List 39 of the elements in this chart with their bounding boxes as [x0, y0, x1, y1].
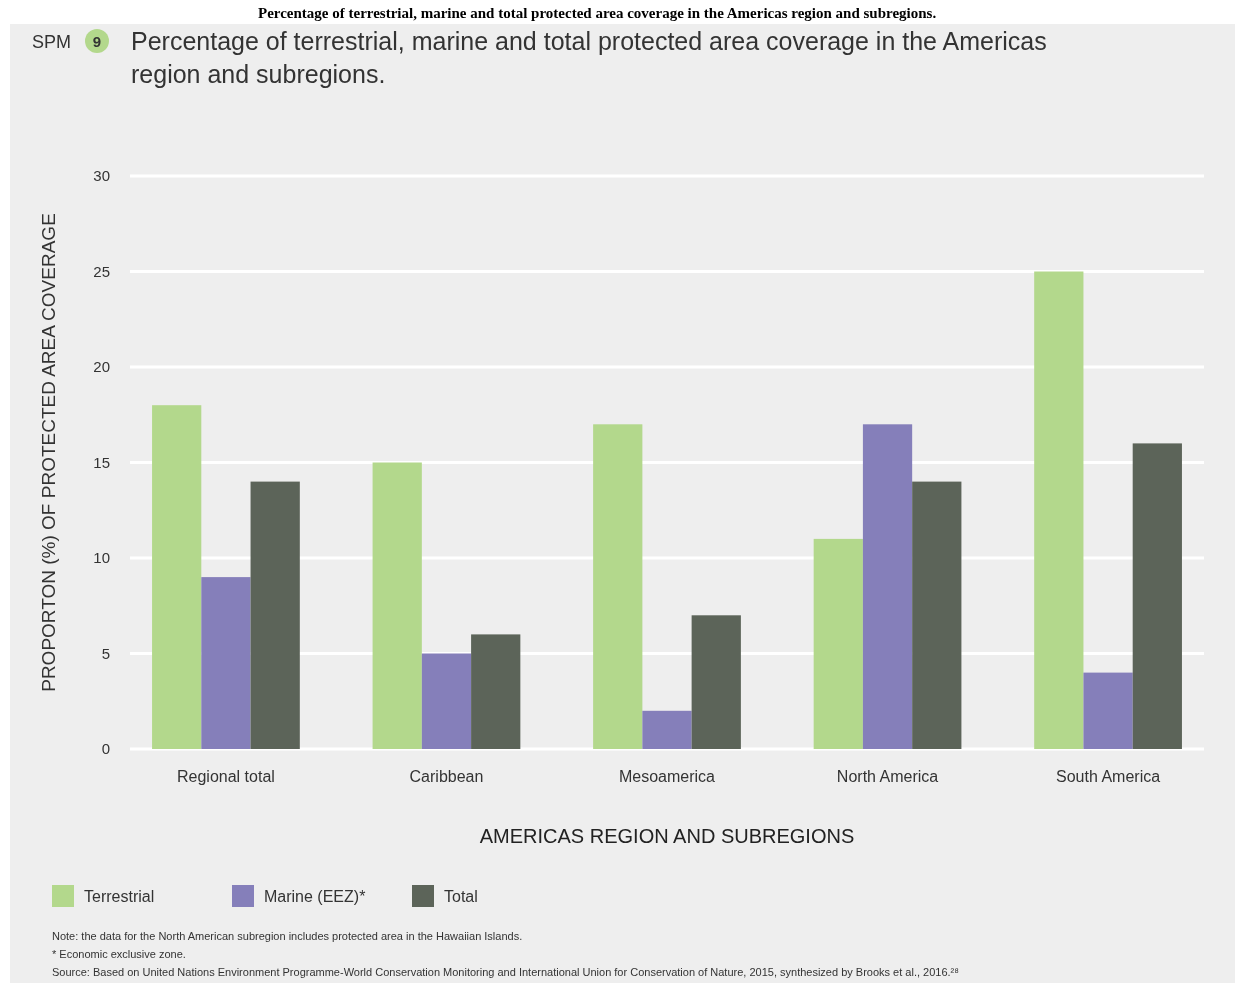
x-tick-label: South America — [1056, 768, 1161, 785]
y-axis-title: PROPORTON (%) OF PROTECTED AREA COVERAGE — [38, 213, 59, 692]
bar — [152, 405, 202, 749]
bar — [1034, 271, 1084, 749]
y-tick-label: 0 — [101, 740, 110, 758]
bar — [372, 462, 422, 749]
text: Percentage of terrestrial, marine and total protected area coverage in the Americas region and subregions. — [258, 5, 937, 21]
y-tick-label: 15 — [93, 453, 110, 471]
x-axis-title: AMERICAS REGION AND SUBREGIONS — [479, 825, 855, 847]
legend-label: Total — [444, 888, 478, 905]
y-tick-label: 5 — [101, 644, 110, 662]
y-tick-label: 25 — [93, 262, 110, 280]
x-tick-label: North America — [836, 768, 939, 785]
chart-title: Percentage of terrestrial, marine and total protected area coverage in the Americas region and subregions. — [131, 27, 1047, 88]
bar — [642, 710, 692, 749]
text: SPM — [32, 32, 72, 52]
bar — [691, 615, 741, 749]
source-note: Source: Based on United Nations Environment Programme-World Conservation Monitoring and International Union for Conservation of Nature, 2015, synthesized by Brooks et al., 2016.²⁸ — [52, 966, 959, 978]
bar — [201, 577, 251, 749]
legend-label: Marine (EEZ)* — [264, 888, 366, 905]
bar — [1132, 443, 1182, 749]
text: Note: the data for the North American subregion includes protected area in the Hawaiian Islands. — [52, 930, 523, 942]
bar — [1083, 672, 1133, 749]
bar — [912, 481, 962, 749]
bar — [250, 481, 300, 749]
y-tick-label: 10 — [93, 549, 110, 567]
legend-label: Terrestrial — [84, 888, 155, 905]
y-tick-label: 30 — [93, 167, 110, 185]
bar — [813, 538, 863, 749]
x-tick-label: Mesoamerica — [618, 768, 716, 785]
figure-number-badge: 9 — [85, 29, 109, 53]
bar — [593, 424, 643, 749]
bar — [421, 653, 472, 749]
bar — [862, 424, 913, 749]
bar — [471, 634, 521, 749]
x-tick-label: Regional total — [177, 768, 275, 785]
text: * Economic exclusive zone. — [52, 948, 186, 960]
x-tick-label: Caribbean — [409, 768, 484, 785]
y-tick-label: 20 — [93, 358, 110, 376]
